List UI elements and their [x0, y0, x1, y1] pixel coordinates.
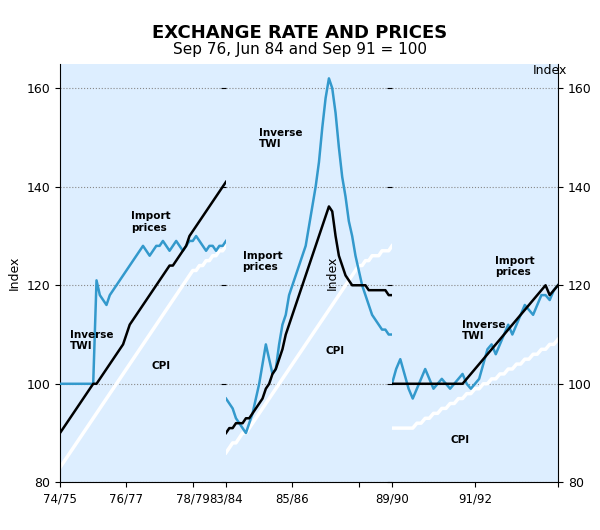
Text: Inverse
TWI: Inverse TWI: [259, 128, 303, 149]
Text: Sep 76, Jun 84 and Sep 91 = 100: Sep 76, Jun 84 and Sep 91 = 100: [173, 42, 427, 57]
Text: Import
prices: Import prices: [131, 211, 171, 233]
Text: EXCHANGE RATE AND PRICES: EXCHANGE RATE AND PRICES: [152, 24, 448, 42]
Text: Import
prices: Import prices: [495, 256, 535, 277]
Y-axis label: Index: Index: [326, 256, 338, 290]
Text: Import
prices: Import prices: [242, 251, 282, 272]
Text: CPI: CPI: [326, 346, 345, 356]
Text: CPI: CPI: [450, 435, 469, 445]
Text: Inverse
TWI: Inverse TWI: [70, 330, 113, 351]
Y-axis label: Index: Index: [8, 256, 21, 290]
Text: CPI: CPI: [151, 361, 170, 371]
Text: Inverse
TWI: Inverse TWI: [462, 320, 505, 341]
Text: Index: Index: [533, 64, 567, 77]
